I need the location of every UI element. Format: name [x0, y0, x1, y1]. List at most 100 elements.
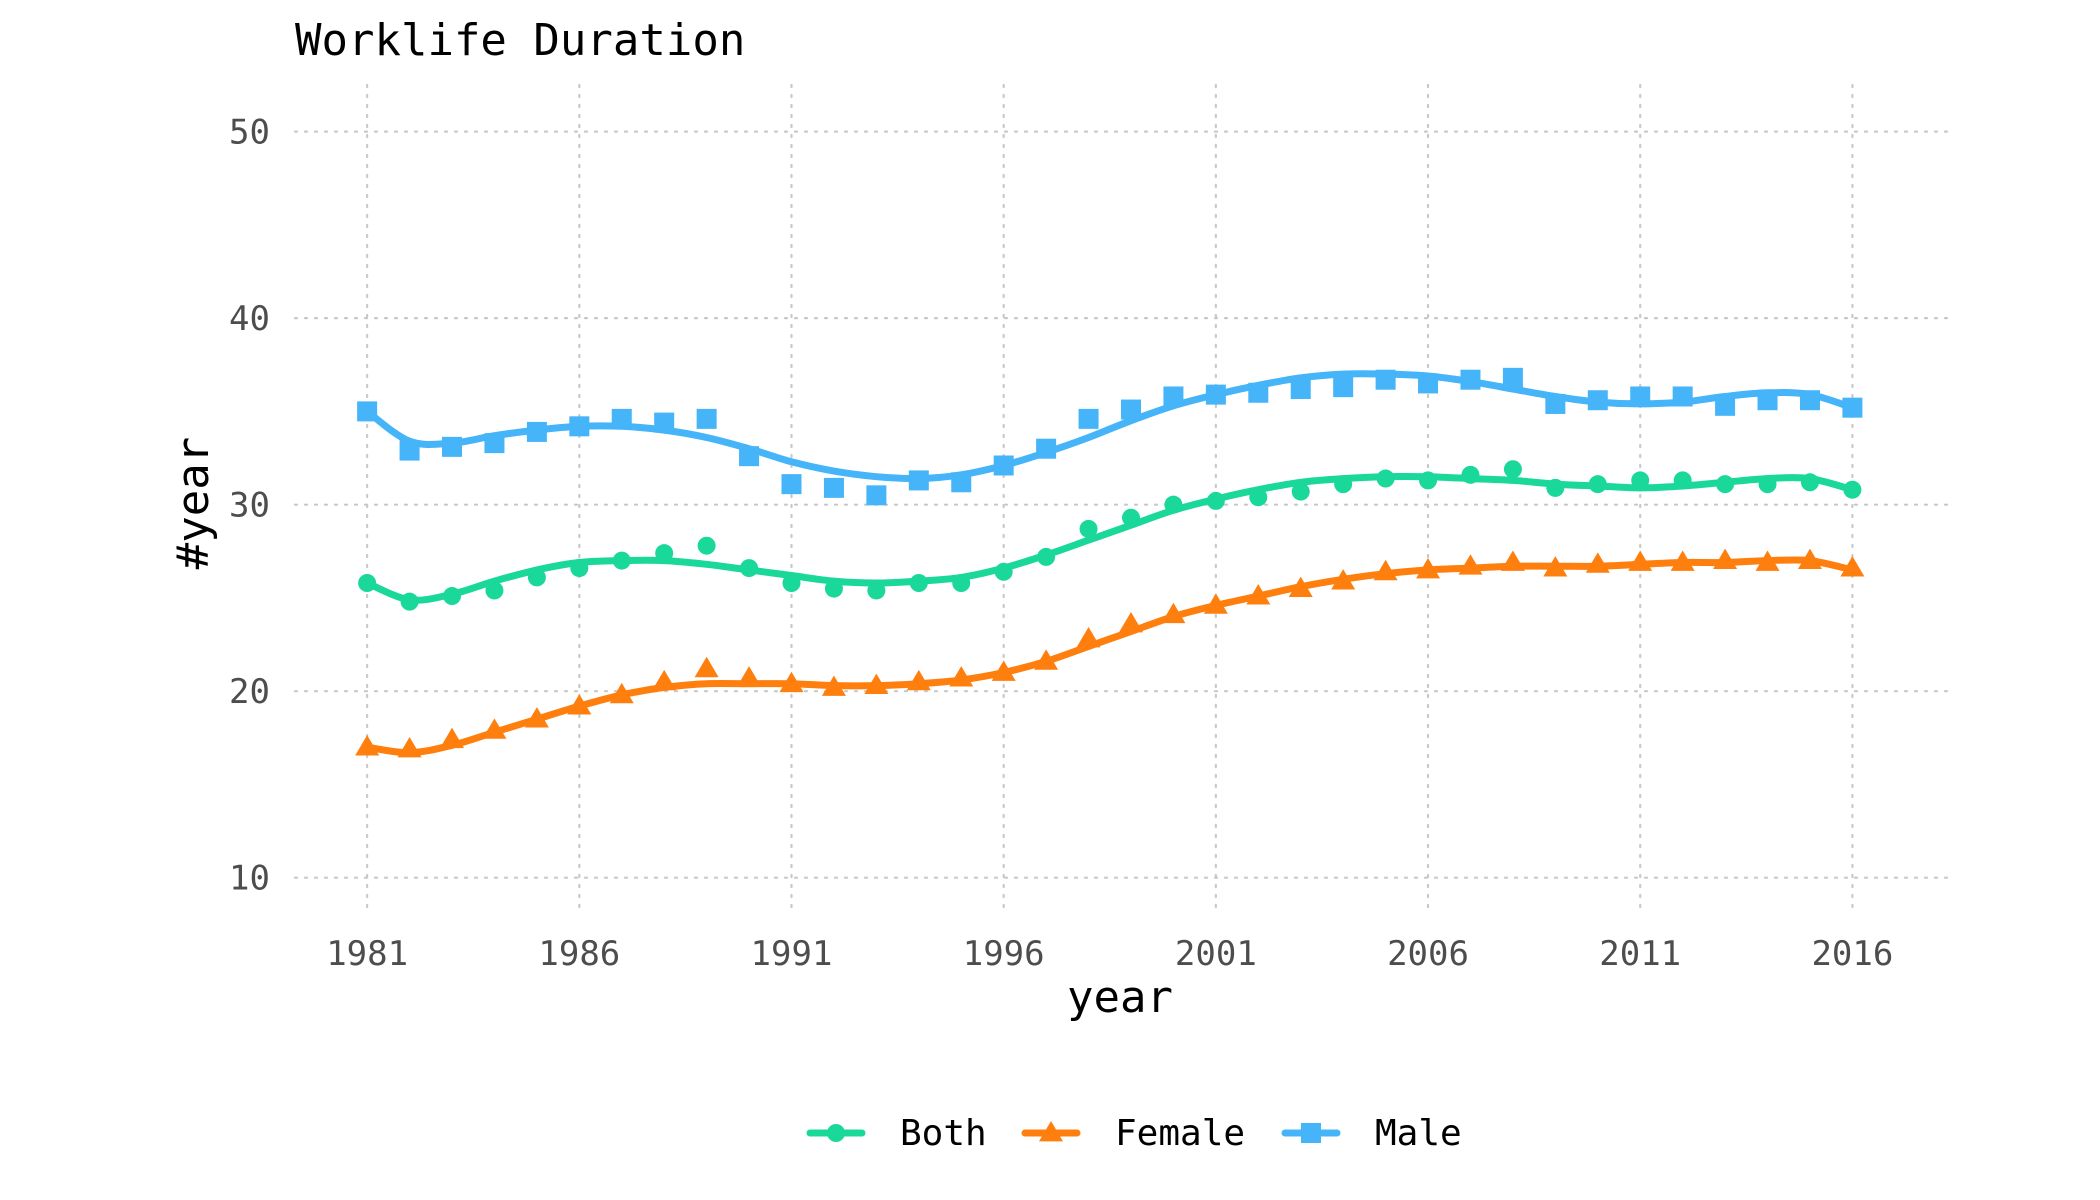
x-axis-label: year: [1067, 972, 1173, 1023]
point-female: [1076, 626, 1101, 648]
point-both: [1758, 475, 1777, 494]
legend-label-female: Female: [1115, 1113, 1245, 1154]
point-male: [611, 408, 632, 429]
point-male: [654, 412, 675, 433]
point-male: [357, 401, 378, 422]
point-male: [781, 474, 802, 495]
point-both: [1121, 508, 1140, 527]
point-female: [991, 660, 1016, 681]
point-male: [1715, 395, 1736, 416]
point-female: [1416, 557, 1441, 579]
point-female: [1118, 612, 1143, 633]
legend-marker-both: [827, 1124, 845, 1142]
point-female: [694, 656, 719, 678]
y-tick-label: 40: [229, 299, 270, 339]
point-female: [355, 735, 380, 756]
series-both-points: [358, 460, 1862, 611]
point-male: [1078, 408, 1099, 429]
point-male: [399, 440, 420, 461]
y-tick-label: 30: [229, 486, 270, 526]
point-both: [1164, 495, 1183, 514]
point-female: [1670, 550, 1695, 571]
point-male: [1248, 382, 1269, 403]
point-female: [1246, 584, 1271, 605]
point-male: [1757, 390, 1778, 411]
point-male: [1842, 397, 1863, 418]
point-female: [821, 675, 846, 696]
point-female: [1331, 569, 1356, 590]
point-male: [993, 455, 1014, 476]
series-female-points: [355, 548, 1865, 758]
point-both: [1631, 471, 1650, 490]
trend-line-both: [363, 472, 1856, 604]
point-female: [440, 727, 465, 749]
point-both: [1037, 547, 1056, 566]
legend-marker-male: [1301, 1123, 1321, 1143]
point-both: [1800, 473, 1819, 492]
point-both: [697, 536, 716, 555]
point-male: [1290, 379, 1311, 400]
point-male: [526, 421, 547, 442]
point-female: [1288, 576, 1313, 597]
point-male: [866, 485, 887, 506]
point-both: [527, 568, 546, 587]
point-male: [442, 436, 463, 457]
legend-label-both: Both: [900, 1113, 987, 1154]
point-female: [779, 671, 804, 693]
data-points: [355, 367, 1865, 758]
point-female: [1628, 550, 1653, 571]
x-tick-label: 1996: [963, 934, 1045, 974]
point-both: [1376, 469, 1395, 488]
point-male: [1036, 438, 1057, 459]
point-female: [1755, 550, 1780, 571]
legend-label-male: Male: [1375, 1113, 1462, 1154]
point-female: [1203, 593, 1228, 614]
point-female: [949, 666, 974, 687]
x-tick-label: 1986: [538, 934, 620, 974]
point-male: [951, 472, 972, 493]
point-both: [1291, 482, 1310, 501]
point-male: [1630, 386, 1651, 407]
point-female: [1161, 602, 1186, 624]
point-female: [1713, 548, 1738, 570]
x-tick-label: 2006: [1387, 934, 1469, 974]
point-female: [1585, 552, 1610, 573]
point-female: [652, 669, 677, 691]
point-female: [1034, 649, 1059, 670]
point-both: [570, 559, 589, 578]
point-male: [739, 446, 760, 467]
y-tick-label: 50: [229, 113, 270, 153]
x-tick-label: 2016: [1811, 934, 1893, 974]
point-both: [994, 562, 1013, 581]
point-both: [655, 544, 674, 563]
point-both: [740, 559, 759, 578]
x-tick-label: 2011: [1599, 934, 1681, 974]
point-both: [867, 581, 886, 600]
point-both: [1546, 478, 1565, 497]
series-male-points: [357, 367, 1863, 506]
point-both: [1419, 471, 1438, 490]
point-female: [1458, 554, 1483, 575]
point-female: [864, 673, 889, 694]
point-male: [1502, 367, 1523, 388]
point-both: [1334, 475, 1353, 494]
grid: [293, 83, 1952, 917]
point-both: [824, 579, 843, 598]
point-male: [696, 408, 717, 429]
point-female: [737, 666, 762, 687]
point-both: [1461, 465, 1480, 484]
point-male: [1545, 393, 1566, 414]
point-both: [782, 574, 801, 592]
chart-title: Worklife Duration: [295, 15, 745, 66]
point-female: [1373, 559, 1398, 581]
point-female: [1543, 556, 1568, 577]
point-male: [1460, 369, 1481, 390]
point-male: [1205, 384, 1226, 405]
trend-lines: [363, 370, 1856, 757]
point-male: [569, 416, 590, 437]
x-tick-label: 2001: [1175, 934, 1257, 974]
legend: Both Female Male: [806, 1113, 1462, 1154]
point-male: [1120, 399, 1141, 420]
point-both: [400, 592, 419, 611]
